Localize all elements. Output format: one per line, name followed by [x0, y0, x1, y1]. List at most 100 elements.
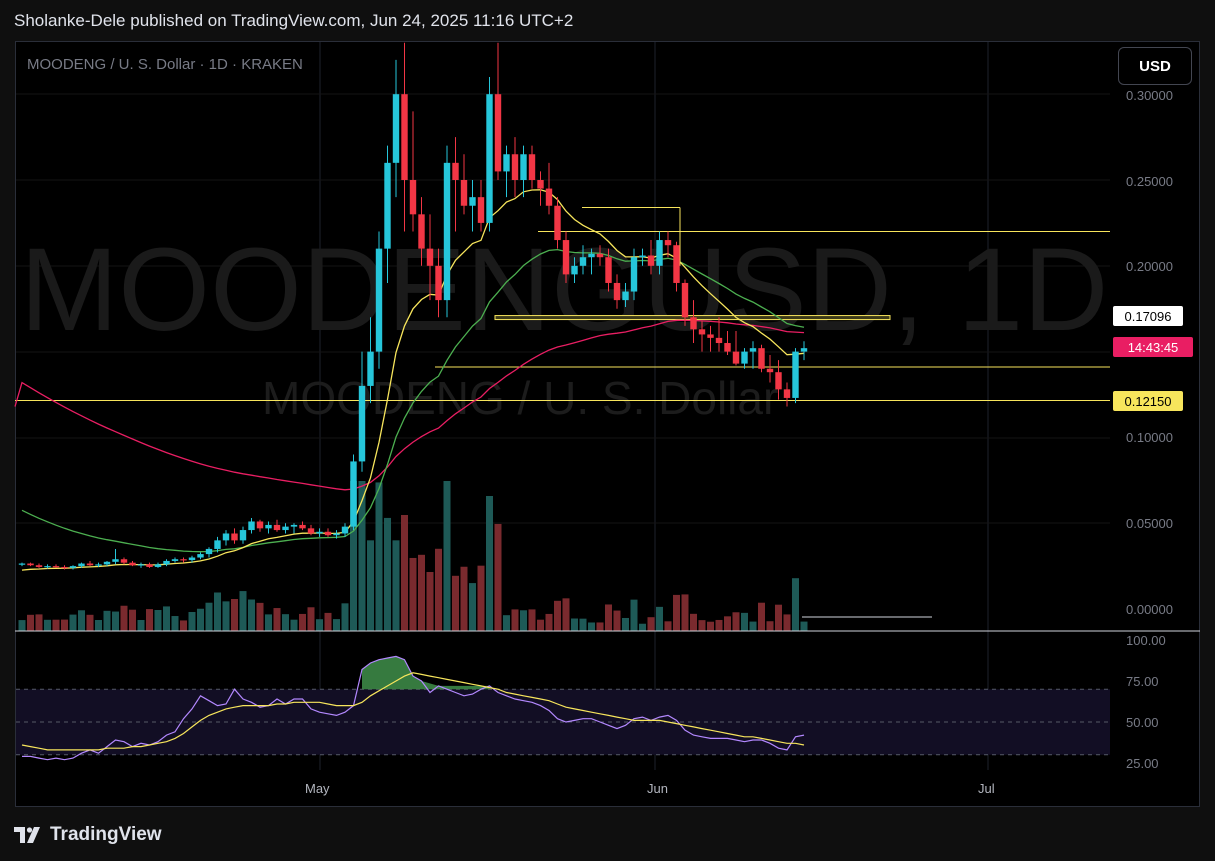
- volume-bar: [256, 602, 264, 631]
- brand-name: TradingView: [50, 824, 162, 845]
- candle-body: [545, 188, 553, 206]
- volume-bar: [282, 614, 289, 631]
- symbol-line: MOODENG / U. S. Dollar · 1D · KRAKEN: [27, 56, 303, 73]
- candle-body: [741, 351, 748, 364]
- price-tick: 0.05000: [1126, 516, 1173, 531]
- volume-bar: [639, 623, 646, 631]
- candle-body: [426, 248, 434, 266]
- candle-body: [137, 564, 145, 566]
- volume-bar: [324, 612, 332, 631]
- volume-bar: [18, 620, 26, 631]
- volume-bar: [205, 602, 213, 631]
- volume-bar: [520, 610, 527, 631]
- candle-body: [494, 94, 502, 172]
- rsi-tick: 75.00: [1126, 674, 1159, 689]
- candle-body: [732, 351, 740, 364]
- candle-body: [605, 257, 612, 283]
- volume-bar: [307, 607, 315, 631]
- candle-body: [112, 559, 119, 562]
- volume-bar: [197, 608, 204, 631]
- time-tick-may: May: [305, 781, 330, 796]
- candle-body: [324, 531, 332, 536]
- price-axis[interactable]: 0.30000 0.25000 0.20000 0.10000 0.05000 …: [1126, 88, 1173, 617]
- candle-body: [588, 253, 595, 258]
- candle-body: [630, 257, 638, 292]
- candle-body: [103, 561, 111, 565]
- volume-bar: [112, 611, 119, 631]
- candle-body: [571, 265, 578, 275]
- candle-body: [613, 282, 621, 301]
- rsi-ma-line: [21, 672, 805, 751]
- candle-body: [622, 291, 629, 301]
- candle-body: [673, 245, 680, 283]
- volume-bar: [44, 619, 51, 631]
- candle-body: [341, 526, 349, 534]
- candle-body: [520, 154, 527, 180]
- volume-bar: [120, 605, 128, 631]
- volume-bar: [503, 615, 510, 631]
- volume-bar: [741, 612, 748, 631]
- volume-bar: [137, 620, 145, 631]
- volume-bar: [545, 613, 553, 631]
- candle-body: [78, 563, 85, 567]
- volume-bar: [537, 619, 544, 631]
- volume-bar: [231, 599, 238, 631]
- volume-bar: [732, 612, 740, 631]
- volume-bar: [180, 620, 187, 631]
- volume-bar: [69, 614, 77, 631]
- price-tick: 0.10000: [1126, 430, 1173, 445]
- volume-bar: [775, 604, 782, 631]
- volume-bar: [435, 548, 442, 631]
- volume-bar: [715, 619, 723, 631]
- price-tick: 0.20000: [1126, 259, 1173, 274]
- time-axis[interactable]: May Jun Jul: [305, 781, 995, 796]
- candle-body: [503, 154, 510, 172]
- candle-body: [188, 557, 196, 561]
- grid: [16, 42, 1110, 770]
- candle-body: [265, 524, 272, 529]
- candle-body: [715, 337, 723, 344]
- volume-bar: [630, 599, 638, 631]
- candle-body: [86, 563, 94, 566]
- volume-bar: [27, 614, 34, 631]
- volume-bar: [596, 622, 604, 631]
- candle-body: [690, 317, 697, 330]
- volume-bar: [622, 617, 629, 631]
- candle-body: [256, 521, 264, 529]
- volume-bar: [571, 618, 578, 631]
- volume-bar: [656, 606, 663, 631]
- candle-body: [197, 554, 204, 558]
- chart-frame[interactable]: [15, 41, 1200, 807]
- tradingview-logo[interactable]: TradingView: [14, 824, 162, 846]
- volume-bar: [333, 619, 340, 631]
- volume-bar: [647, 617, 655, 631]
- volume-bar: [783, 614, 791, 631]
- volume-bar: [409, 557, 417, 631]
- volume-bar: [673, 594, 680, 631]
- candle-body: [647, 255, 655, 266]
- candle-body: [418, 214, 425, 249]
- price-tick: 0.25000: [1126, 174, 1173, 189]
- candle-body: [452, 162, 459, 180]
- rsi-tick: 100.00: [1126, 633, 1166, 648]
- volume-bar: [171, 616, 179, 631]
- candle-body: [35, 565, 43, 567]
- volume-bar: [707, 621, 714, 631]
- price-tick: 0.00000: [1126, 602, 1173, 617]
- volume-bar: [469, 583, 476, 631]
- candle-body: [61, 566, 68, 569]
- candle-body: [800, 348, 808, 352]
- candle-body: [698, 329, 706, 335]
- rsi-axis[interactable]: 100.00 75.00 50.00 25.00: [1126, 633, 1166, 771]
- volume-bar: [316, 619, 323, 631]
- candle-body: [44, 566, 51, 568]
- volume-bar: [460, 566, 468, 631]
- candle-body: [120, 559, 128, 563]
- rsi-overbought-fill: [362, 656, 490, 690]
- volume-bar: [792, 578, 799, 631]
- volume-bar: [554, 600, 561, 631]
- currency-button[interactable]: USD: [1118, 47, 1192, 85]
- candle-body: [596, 253, 604, 258]
- candle-body: [273, 524, 281, 531]
